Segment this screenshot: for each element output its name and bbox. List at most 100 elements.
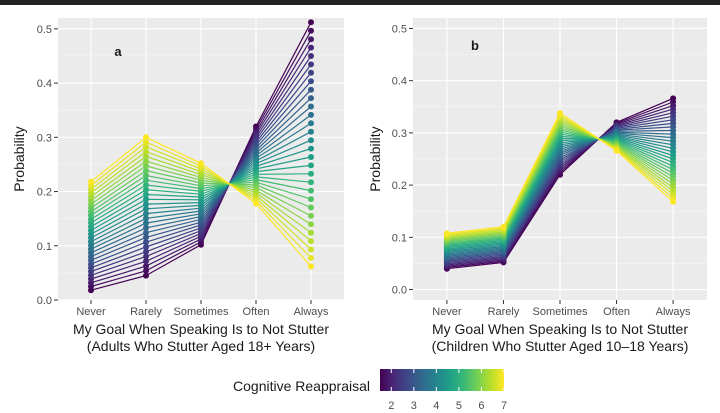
panel-a-data-point xyxy=(308,145,314,152)
panel-a-data-point xyxy=(143,148,149,155)
panel-a-y-tick-label: 0.5 xyxy=(37,24,52,36)
panel-b-x-axis-title-line2: (Children Who Stutter Aged 10–18 Years) xyxy=(432,338,689,354)
legend-tick-label: 4 xyxy=(433,400,439,412)
panel-a-data-point xyxy=(308,78,314,85)
panel-a-data-point xyxy=(308,86,314,93)
panel-a-data-point xyxy=(143,158,149,165)
panel-a-data-point xyxy=(308,44,314,51)
panel-a-data-point xyxy=(143,234,149,241)
panel-a-data-point xyxy=(308,212,314,219)
panel-a-x-tick-label: Often xyxy=(243,306,270,318)
legend-tick-label: 2 xyxy=(388,400,394,412)
panel-a-y-ticks: 0.0 0.1 0.2 0.3 0.4 0.5 xyxy=(37,24,58,307)
panel-a-data-point xyxy=(143,229,149,236)
panel-a-data-point xyxy=(308,196,314,203)
panel-a-data-point xyxy=(253,200,259,207)
panel-a-data-point xyxy=(308,263,314,270)
panel-a-data-point xyxy=(143,177,149,184)
panel-a-data-point xyxy=(308,111,314,118)
panel-a-data-point xyxy=(308,238,314,245)
panel-a-data-point xyxy=(308,128,314,135)
legend-tick-label: 3 xyxy=(411,400,417,412)
legend: Cognitive Reappraisal 2 3 4 5 6 7 xyxy=(233,369,507,412)
panel-b-data-point xyxy=(613,147,620,154)
panel-a-data-point xyxy=(143,210,149,217)
panel-a-data-point xyxy=(143,220,149,227)
panel-b-x-tick-label: Sometimes xyxy=(532,306,588,318)
legend-colorbar xyxy=(380,369,504,391)
panel-a-series-line xyxy=(88,134,314,270)
panel-a-y-tick-label: 0.0 xyxy=(37,295,52,307)
panel-b-y-tick-label: 0.4 xyxy=(392,76,407,88)
panel-b-y-tick-label: 0.3 xyxy=(392,128,407,140)
panel-a-y-tick-label: 0.4 xyxy=(37,78,52,90)
panel-a-data-point xyxy=(143,182,149,188)
panel-b-data-point xyxy=(500,223,507,230)
panel-a-y-tick-label: 0.3 xyxy=(37,132,52,144)
panel-a-data-point xyxy=(143,172,149,179)
panel-a-data-point xyxy=(143,258,149,265)
panel-b-x-tick-label: Rarely xyxy=(488,306,520,318)
panel-a-data-point xyxy=(308,120,314,127)
panel-a-data-point xyxy=(143,239,149,246)
panel-a-data-point xyxy=(143,167,149,174)
panel-a-label: a xyxy=(114,44,122,59)
panel-b-x-axis-title-line1: My Goal When Speaking Is to Not Stutter xyxy=(432,321,688,337)
panel-a-y-tick-label: 0.1 xyxy=(37,241,52,253)
panel-a-data-point xyxy=(308,204,314,211)
legend-tick-label: 5 xyxy=(456,400,462,412)
panel-b-x-tick-label: Often xyxy=(603,306,630,318)
panel-a-data-point xyxy=(143,272,149,279)
panel-a-x-tick-label: Always xyxy=(294,306,329,318)
panel-b-series-line xyxy=(443,110,677,237)
panel-b-series xyxy=(443,95,677,272)
panel-a-data-point xyxy=(143,248,149,255)
panel-b-y-tick-label: 0.2 xyxy=(392,180,407,192)
panel-a-data-point xyxy=(198,160,204,167)
panel-a-data-point xyxy=(143,263,149,270)
panel-a-data-point xyxy=(143,191,149,198)
panel-a-data-point xyxy=(308,19,314,26)
panel-a-data-point xyxy=(308,221,314,228)
panel-b-x-tick-label: Never xyxy=(432,306,462,318)
panel-b-y-tick-label: 0.0 xyxy=(392,285,407,297)
panel-a-x-tick-label: Sometimes xyxy=(173,306,229,318)
panel-a-x-tick-label: Rarely xyxy=(130,306,162,318)
panel-a: 0.0 0.1 0.2 0.3 0.4 0.5 Never Rarely Sometimes O… xyxy=(11,18,344,354)
panel-a-data-point xyxy=(143,253,149,260)
panel-a-data-point xyxy=(143,162,149,169)
panel-b-y-axis-title: Probability xyxy=(367,126,383,191)
panel-a-data-point xyxy=(143,201,149,208)
panel-b-y-tick-label: 0.1 xyxy=(392,232,407,244)
panel-b-x-ticks: Never Rarely Sometimes Often Always xyxy=(432,300,691,318)
panel-a-data-point xyxy=(308,187,314,194)
panel-b-label: b xyxy=(471,38,479,53)
panel-a-data-point xyxy=(143,224,149,231)
panel-a-data-point xyxy=(308,137,314,144)
panel-a-data-point xyxy=(308,36,314,43)
panel-a-data-point xyxy=(143,205,149,212)
panel-a-data-point xyxy=(308,179,314,186)
panel-a-data-point xyxy=(308,162,314,169)
panel-a-data-point xyxy=(308,154,314,160)
panel-a-data-point xyxy=(143,215,149,222)
panel-a-series xyxy=(88,19,314,294)
panel-a-data-point xyxy=(308,229,314,236)
legend-ticks: 2 3 4 5 6 7 xyxy=(388,369,507,412)
panel-a-data-point xyxy=(308,95,314,102)
panel-a-data-point xyxy=(308,246,314,253)
panel-a-x-tick-label: Never xyxy=(76,306,106,318)
panel-a-data-point xyxy=(143,139,149,146)
panel-a-data-point xyxy=(308,27,314,34)
panel-a-data-point xyxy=(308,61,314,68)
panel-b: 0.0 0.1 0.2 0.3 0.4 0.5 Never Rarely Sometimes O… xyxy=(367,18,707,354)
legend-tick-label: 7 xyxy=(501,400,507,412)
panel-a-data-point xyxy=(143,244,149,250)
panel-a-y-axis-title: Probability xyxy=(11,126,27,191)
panel-a-grid xyxy=(58,18,344,301)
panel-a-data-point xyxy=(308,255,314,261)
panel-a-data-point xyxy=(88,178,94,185)
panel-b-data-point xyxy=(443,230,450,237)
panel-a-x-axis-title-line1: My Goal When Speaking Is to Not Stutter xyxy=(73,321,329,337)
panel-a-data-point xyxy=(143,153,149,160)
